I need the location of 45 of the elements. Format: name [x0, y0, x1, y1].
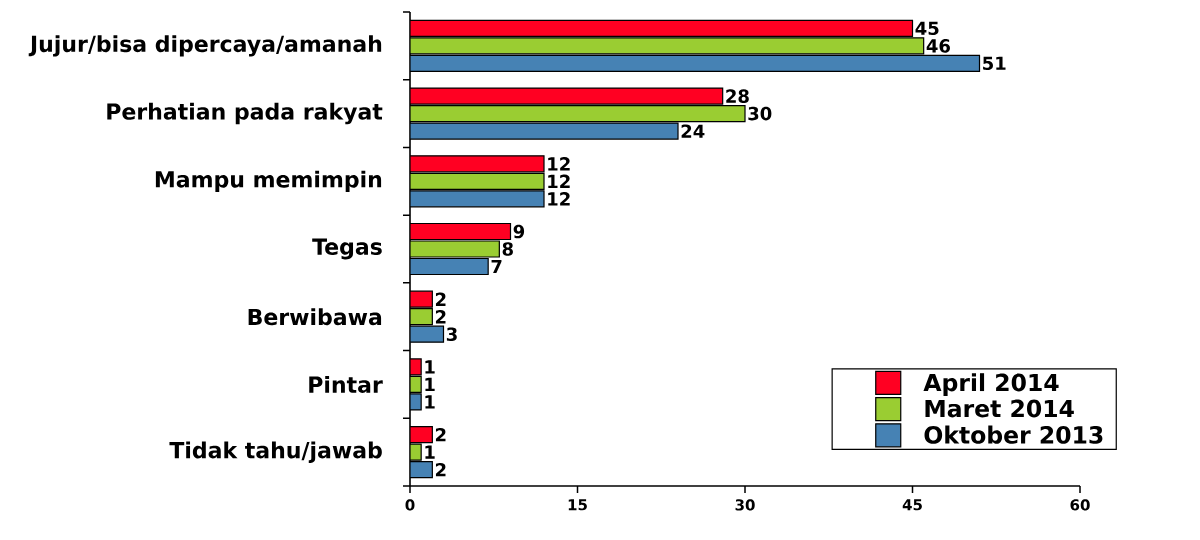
bar: [410, 104, 746, 123]
data-label: 2: [435, 462, 446, 477]
data-label: 2: [435, 292, 446, 306]
x-tick-label: 60: [1070, 499, 1090, 511]
y-tick-label: Jujur/bisa dipercaya/amanah: [28, 35, 382, 57]
data-label: 2: [435, 310, 446, 324]
y-tick-label: Berwibawa: [248, 308, 382, 326]
data-label: 12: [548, 157, 570, 171]
data-label: 8: [502, 242, 513, 256]
x-tick-label: 0: [405, 499, 415, 511]
bar: [410, 325, 445, 343]
bar: [410, 257, 489, 276]
data-label: 7: [491, 259, 502, 274]
data-label: 51: [983, 56, 1006, 71]
x-tick-label: 45: [902, 499, 922, 511]
data-label: 12: [548, 174, 570, 188]
data-label: 30: [748, 106, 772, 121]
y-tick-label: Mampu memimpin: [155, 170, 382, 192]
bar: [410, 190, 545, 208]
data-label: 1: [425, 377, 435, 391]
legend-label: Maret 2014: [925, 399, 1074, 418]
data-label: 1: [425, 360, 435, 374]
y-tick-label: Tidak tahu/jawab: [169, 441, 382, 463]
data-label: 3: [446, 327, 457, 342]
legend-label: Oktober 2013: [924, 425, 1103, 444]
bar: [410, 222, 512, 241]
y-tick-label: Pintar: [309, 375, 383, 393]
data-label: 46: [926, 39, 950, 53]
data-label: 2: [435, 427, 446, 442]
data-label: 24: [681, 124, 705, 138]
bar: [410, 54, 981, 72]
x-tick-label: 30: [735, 499, 755, 511]
legend-label: April 2014: [923, 373, 1059, 396]
data-label: 9: [513, 224, 525, 239]
y-tick-label: Tegas: [312, 238, 382, 260]
data-label: 28: [726, 89, 749, 103]
data-label: 12: [548, 192, 570, 206]
y-tick-label: Perhatian pada rakyat: [107, 102, 383, 125]
data-label: 45: [915, 21, 939, 36]
bar: [410, 155, 545, 173]
data-label: 1: [425, 395, 435, 409]
bar: [410, 172, 545, 190]
bar: [410, 19, 914, 37]
data-label: 1: [425, 445, 435, 459]
x-tick-label: 15: [568, 499, 587, 511]
